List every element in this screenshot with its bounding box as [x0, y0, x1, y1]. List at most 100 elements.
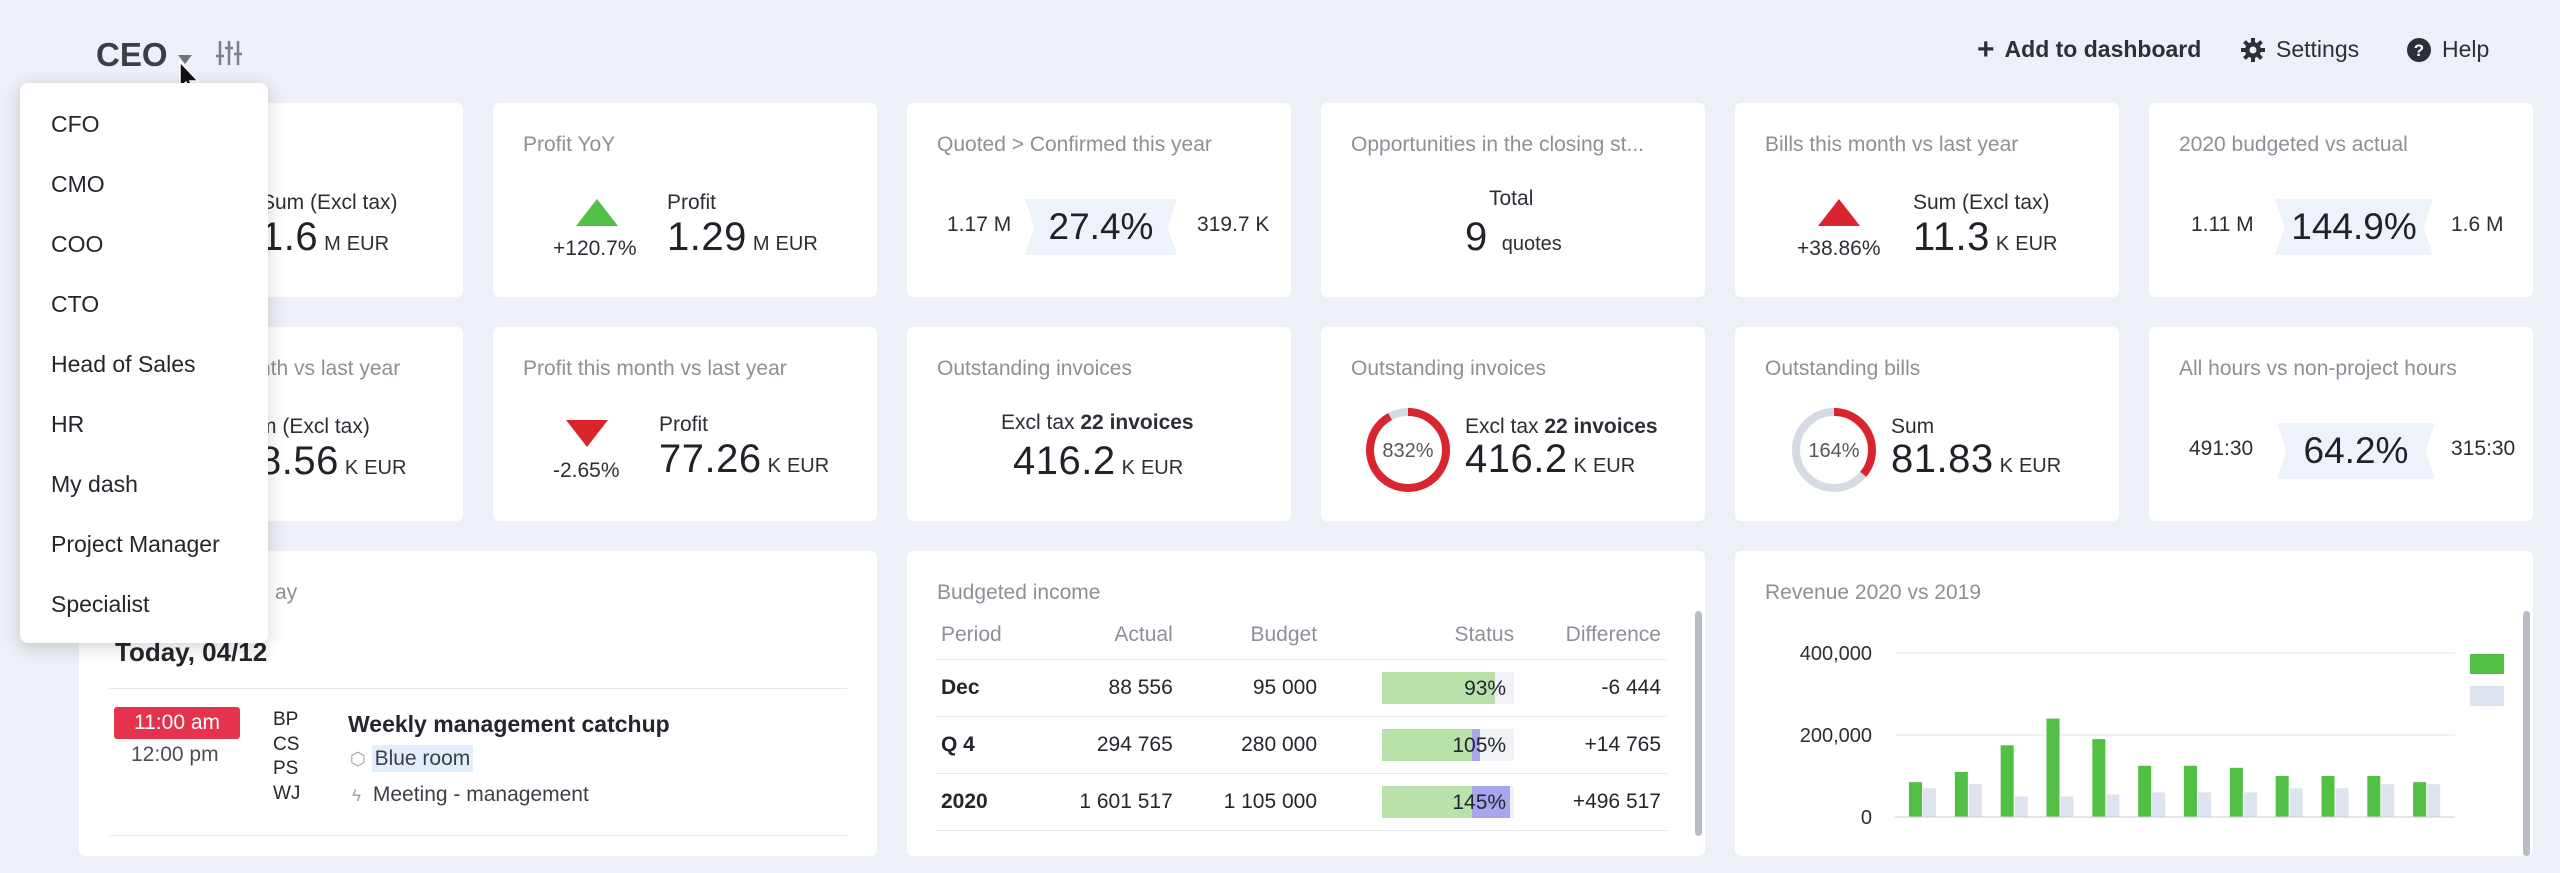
menu-item-cfo[interactable]: CFO	[51, 111, 100, 137]
chart-bar[interactable]	[2106, 794, 2120, 817]
card-currency: EUR	[775, 233, 818, 255]
chart-bar[interactable]	[1923, 788, 1936, 817]
menu-item-cmo[interactable]: CMO	[51, 171, 105, 197]
divider	[109, 835, 847, 836]
chart-bar[interactable]	[1954, 771, 1968, 817]
settings-button[interactable]: Settings	[2240, 36, 2359, 63]
menu-item-my-dash[interactable]: My dash	[51, 471, 138, 497]
revenue-chart-card[interactable]: Revenue 2020 vs 2019 400,000 200,000 0	[1735, 551, 2533, 856]
card-value: 1.6	[261, 215, 319, 259]
status-bar: 145%	[1382, 786, 1515, 818]
menu-item-project-manager[interactable]: Project Manager	[51, 531, 220, 557]
column-header[interactable]: Period	[935, 611, 1035, 660]
menu-item-specialist[interactable]: Specialist	[51, 591, 150, 617]
outstanding-invoices-card[interactable]: Outstanding invoices Excl tax 22 invoice…	[907, 327, 1291, 521]
ring-label: 832%	[1382, 440, 1433, 462]
lightning-icon: ϟ	[352, 786, 361, 805]
chart-bar[interactable]	[2000, 745, 2014, 817]
card-label: Sum (Excl tax)	[261, 191, 398, 214]
menu-item-cto[interactable]: CTO	[51, 291, 100, 317]
chart-bar[interactable]	[2335, 788, 2349, 817]
legend-swatch[interactable]	[2470, 686, 2504, 706]
chart-bar[interactable]	[2275, 776, 2289, 817]
card-count: 22 invoices	[1080, 411, 1194, 434]
gear-icon	[2241, 37, 2265, 62]
card-value: 416.2	[1465, 437, 1568, 481]
chart-bar[interactable]	[2152, 792, 2166, 817]
chart-bar[interactable]	[2138, 765, 2152, 817]
chart-bar[interactable]	[2381, 784, 2395, 817]
chart-bar[interactable]	[2367, 776, 2381, 817]
budget-cell: 280 000	[1178, 716, 1324, 774]
add-to-dashboard-button[interactable]: + Add to dashboard	[1977, 32, 2202, 66]
legend-swatch[interactable]	[2470, 654, 2504, 674]
filter-sliders-icon[interactable]	[214, 38, 244, 68]
table-row[interactable]: Q 4 294 765 280 000 105% +14 765	[935, 716, 1667, 774]
menu-item-hr[interactable]: HR	[51, 411, 85, 437]
chart-bar[interactable]	[2184, 765, 2197, 817]
card-value: 11.3	[1913, 215, 1990, 259]
help-button[interactable]: ? Help	[2406, 36, 2489, 63]
event-end-time: 12:00 pm	[131, 743, 219, 766]
profit-yoy-card[interactable]: Profit YoY +120.7% Profit 1.29 M EUR	[493, 103, 877, 297]
status-cell: 105%	[1323, 716, 1521, 774]
chart-bar[interactable]	[2229, 767, 2243, 817]
card-value-row: 416.2 K EUR	[1465, 437, 1635, 482]
card-right-value: 1.6 M	[2451, 213, 2504, 236]
column-header[interactable]: Status	[1323, 611, 1521, 660]
card-value: 77.26	[659, 437, 762, 481]
room-tag: Blue room	[371, 745, 474, 772]
menu-item-coo[interactable]: COO	[51, 231, 104, 257]
outstanding-bills-card[interactable]: Outstanding bills 164% Sum 81.83 K EUR	[1735, 327, 2119, 521]
opportunities-card[interactable]: Opportunities in the closing st... Total…	[1321, 103, 1705, 297]
column-header[interactable]: Budget	[1178, 611, 1324, 660]
status-label: 145%	[1452, 791, 1507, 814]
card-title: All hours vs non-project hours	[2179, 357, 2457, 380]
outstanding-invoices-ring-card[interactable]: Outstanding invoices 832% Excl tax 22 in…	[1321, 327, 1705, 521]
card-unit: K	[1999, 455, 2013, 477]
actual-cell: 88 556	[1034, 659, 1179, 717]
card-value-row: 9 quotes	[1465, 215, 1562, 260]
chart-bar[interactable]	[2413, 782, 2427, 817]
table-row[interactable]: Dec 88 556 95 000 93% -6 444	[935, 659, 1667, 717]
event-title[interactable]: Weekly management catchup	[348, 711, 670, 737]
chart-title: Revenue 2020 vs 2019	[1765, 581, 1981, 604]
profit-month-card[interactable]: Profit this month vs last year -2.65% Pr…	[493, 327, 877, 521]
scrollbar[interactable]	[1695, 611, 1702, 836]
card-title: Opportunities in the closing st...	[1351, 133, 1644, 156]
scrollbar[interactable]	[2523, 611, 2530, 856]
chart-bar[interactable]	[2427, 784, 2441, 817]
chart-bar[interactable]	[2014, 796, 2028, 818]
triangle-up-icon	[576, 199, 618, 226]
quoted-confirmed-card[interactable]: Quoted > Confirmed this year 1.17 M 27.4…	[907, 103, 1291, 297]
role-selector[interactable]: CEO	[96, 36, 192, 74]
chart-bar[interactable]	[2046, 718, 2060, 817]
chart-bar[interactable]	[2289, 788, 2303, 817]
menu-item-head-of-sales[interactable]: Head of Sales	[51, 351, 196, 377]
plus-icon: +	[1977, 32, 1995, 66]
chart-bar[interactable]	[2243, 792, 2257, 817]
card-label: m (Excl tax)	[259, 415, 370, 438]
card-value-row: 77.26 K EUR	[659, 437, 829, 482]
card-count: 22 invoices	[1544, 415, 1658, 438]
column-header[interactable]: Difference	[1520, 611, 1667, 660]
chart-bar[interactable]	[2092, 739, 2106, 817]
table-row[interactable]: 2020 1 601 517 1 105 000 145% +496 517	[935, 773, 1667, 831]
card-percentage: 27.4%	[1025, 199, 1177, 255]
column-header[interactable]: Actual	[1034, 611, 1179, 660]
status-bar: 105%	[1382, 729, 1515, 761]
budgeted-income-card[interactable]: Budgeted income Period Actual Budget Sta…	[907, 551, 1705, 856]
budgeted-vs-actual-card[interactable]: 2020 budgeted vs actual 1.11 M 144.9% 1.…	[2149, 103, 2533, 297]
chart-bar[interactable]	[2198, 792, 2211, 817]
chart-bar[interactable]	[1968, 784, 1982, 817]
chart-bar[interactable]	[2321, 776, 2335, 817]
progress-ring: 164%	[1792, 408, 1876, 492]
card-label: Sum (Excl tax)	[1913, 191, 2050, 214]
card-value-row: 1.6 M EUR	[261, 215, 389, 260]
revenue-chart: 400,000 200,000 0	[1800, 643, 2504, 829]
bills-month-card[interactable]: Bills this month vs last year +38.86% Su…	[1735, 103, 2119, 297]
chart-bar[interactable]	[2060, 796, 2074, 818]
hours-card[interactable]: All hours vs non-project hours 491:30 64…	[2149, 327, 2533, 521]
chart-bar[interactable]	[1909, 782, 1922, 817]
card-unit: M	[324, 233, 341, 255]
